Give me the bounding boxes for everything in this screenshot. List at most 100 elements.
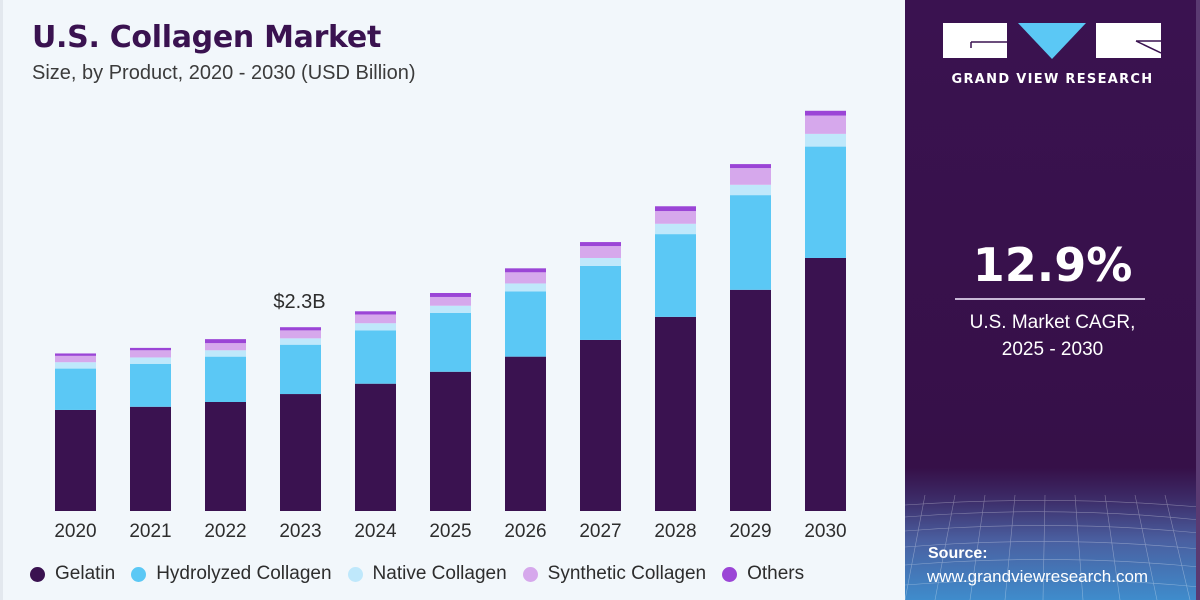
bar-hydrolyzed-collagen-2029: [730, 195, 771, 290]
bar-group-2023: [280, 327, 321, 511]
bar-synthetic-collagen-2020: [55, 355, 96, 363]
bar-group-2020: [55, 353, 96, 511]
bar-native-collagen-2028: [655, 223, 696, 235]
bar-gelatin-2023: [280, 394, 321, 511]
bar-group-2025: [430, 292, 471, 511]
legend-swatch-icon: [131, 566, 147, 582]
gvr-logo: [943, 23, 1161, 59]
legend-label: Gelatin: [55, 563, 116, 584]
x-tick-label-2029: 2029: [729, 521, 771, 542]
legend-label: Hydrolyzed Collagen: [156, 563, 332, 584]
bar-hydrolyzed-collagen-2024: [355, 330, 396, 384]
legend-item-others: Others: [722, 563, 804, 585]
bar-hydrolyzed-collagen-2020: [55, 368, 96, 410]
bar-native-collagen-2027: [580, 257, 621, 266]
bar-native-collagen-2020: [55, 362, 96, 369]
x-tick-label-2024: 2024: [354, 521, 397, 542]
bar-gelatin-2028: [655, 316, 696, 511]
bar-others-2025: [430, 292, 471, 297]
chart-title: U.S. Collagen Market: [32, 20, 381, 55]
bar-synthetic-collagen-2023: [280, 330, 321, 339]
x-tick-label-2027: 2027: [579, 521, 621, 542]
source-url[interactable]: www.grandviewresearch.com: [927, 567, 1149, 586]
x-tick-label-2026: 2026: [504, 521, 546, 542]
bar-group-2021: [130, 347, 171, 511]
bar-native-collagen-2021: [130, 357, 171, 364]
bar-gelatin-2030: [805, 257, 846, 511]
legend-item-hydrolyzed-collagen: Hydrolyzed Collagen: [131, 563, 332, 585]
legend-label: Synthetic Collagen: [547, 563, 707, 584]
bar-native-collagen-2026: [505, 283, 546, 292]
x-tick-label-2030: 2030: [804, 521, 846, 542]
bar-others-2021: [130, 347, 171, 351]
x-tick-label-2021: 2021: [129, 521, 171, 542]
bar-native-collagen-2030: [805, 133, 846, 147]
legend-swatch-icon: [347, 566, 363, 582]
bar-group-2029: [730, 164, 771, 511]
bar-synthetic-collagen-2021: [130, 350, 171, 358]
legend-swatch-icon: [522, 566, 538, 582]
bar-gelatin-2021: [130, 406, 171, 511]
bar-synthetic-collagen-2024: [355, 314, 396, 324]
bar-gelatin-2025: [430, 371, 471, 511]
bar-others-2024: [355, 311, 396, 315]
bar-gelatin-2020: [55, 409, 96, 511]
bar-gelatin-2022: [205, 401, 246, 511]
panel-edge-strip: [1196, 0, 1200, 600]
decorative-grid-pattern: [905, 495, 1200, 600]
bar-gelatin-2027: [580, 339, 621, 511]
bar-hydrolyzed-collagen-2021: [130, 363, 171, 407]
legend-label: Others: [747, 563, 805, 584]
bar-native-collagen-2025: [430, 305, 471, 313]
bar-others-2028: [655, 206, 696, 212]
stacked-bar-chart: 2020 2021 2022 2023 $2.3B 2024 2025 2026 2027 202…: [54, 110, 847, 542]
bar-synthetic-collagen-2025: [430, 296, 471, 306]
bar-gelatin-2026: [505, 356, 546, 511]
logo-g-block: [943, 23, 1007, 58]
bar-group-2027: [580, 242, 621, 511]
bar-hydrolyzed-collagen-2027: [580, 265, 621, 340]
bar-synthetic-collagen-2030: [805, 115, 846, 134]
bar-others-2030: [805, 110, 846, 116]
legend-item-native-collagen: Native Collagen: [347, 563, 507, 585]
cagr-label-line1: U.S. Market CAGR,: [969, 312, 1136, 333]
bar-native-collagen-2029: [730, 184, 771, 196]
bar-synthetic-collagen-2027: [580, 246, 621, 258]
x-tick-label-2022: 2022: [204, 521, 246, 542]
bar-others-2023: [280, 327, 321, 331]
bar-group-2026: [505, 268, 546, 511]
bar-hydrolyzed-collagen-2026: [505, 291, 546, 357]
bar-others-2022: [205, 339, 246, 344]
bar-others-2029: [730, 164, 771, 169]
bar-group-2024: [355, 311, 396, 511]
legend-item-gelatin: Gelatin: [30, 563, 115, 585]
bar-synthetic-collagen-2026: [505, 272, 546, 284]
bar-native-collagen-2022: [205, 350, 246, 357]
x-tick-label-2028: 2028: [654, 521, 696, 542]
cagr-label: U.S. Market CAGR, 2025 - 2030: [905, 309, 1200, 363]
x-tick-label-2025: 2025: [429, 521, 471, 542]
bar-hydrolyzed-collagen-2023: [280, 344, 321, 395]
bar-hydrolyzed-collagen-2030: [805, 146, 846, 258]
data-label-2023: $2.3B: [273, 291, 325, 313]
bar-hydrolyzed-collagen-2028: [655, 234, 696, 317]
bar-native-collagen-2024: [355, 323, 396, 331]
cagr-divider: [955, 298, 1145, 300]
bar-synthetic-collagen-2029: [730, 168, 771, 185]
source-label: Source:: [928, 545, 988, 562]
bar-group-2028: [655, 206, 696, 511]
info-panel: GRAND VIEW RESEARCH 12.9% U.S. Market CA…: [905, 0, 1200, 600]
bar-group-2022: [205, 339, 246, 511]
cagr-value: 12.9%: [972, 238, 1133, 292]
left-edge-border: [0, 0, 3, 600]
bar-others-2026: [505, 268, 546, 273]
cagr-label-line2: 2025 - 2030: [1001, 339, 1104, 360]
x-tick-label-2023: 2023: [279, 521, 321, 542]
bar-gelatin-2024: [355, 383, 396, 511]
bar-native-collagen-2023: [280, 338, 321, 345]
logo-v-triangle: [1018, 23, 1086, 59]
bar-synthetic-collagen-2022: [205, 343, 246, 351]
bar-group-2030: [805, 110, 846, 511]
legend-swatch-icon: [30, 566, 45, 582]
brand-name: GRAND VIEW RESEARCH: [951, 72, 1154, 87]
